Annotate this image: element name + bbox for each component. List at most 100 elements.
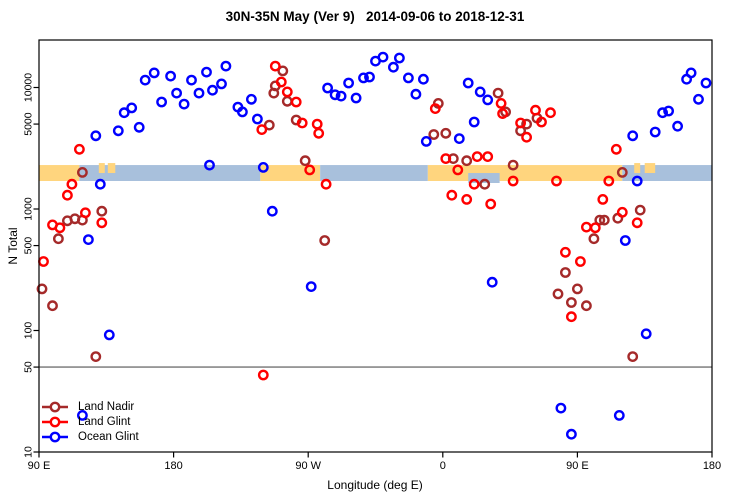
data-point-land-glint — [521, 131, 532, 143]
data-point-land-glint — [616, 206, 628, 218]
data-point-ocean-glint — [193, 87, 205, 99]
data-point-land-nadir — [96, 205, 108, 217]
data-point-land-glint — [515, 117, 526, 129]
data-point-land-nadir — [588, 233, 600, 245]
data-point-ocean-glint — [468, 116, 480, 128]
x-axis-tick-label: 90 W — [295, 460, 321, 472]
data-point-land-nadir — [634, 204, 646, 216]
data-point-land-nadir — [47, 300, 58, 312]
data-point-ocean-glint — [94, 178, 106, 190]
data-point-ocean-glint — [387, 61, 399, 73]
data-point-ocean-glint — [640, 328, 652, 340]
data-point-land-nadir — [581, 300, 592, 312]
data-point-ocean-glint — [417, 73, 429, 85]
legend-entry-land-nadir: Land Nadir — [40, 399, 139, 414]
data-point-ocean-glint — [171, 87, 183, 99]
data-point-land-nadir — [594, 214, 606, 226]
data-point-ocean-glint — [410, 88, 422, 100]
data-point-land-nadir — [263, 119, 275, 131]
legend-label-land-glint: Land Glint — [78, 415, 131, 428]
y-axis-tick-label: 50 — [23, 361, 35, 373]
data-point-ocean-glint — [420, 135, 432, 147]
data-point-land-glint — [54, 222, 66, 234]
data-point-land-glint — [296, 117, 308, 129]
data-point-land-glint — [290, 96, 302, 108]
band-land-segment — [39, 165, 80, 182]
data-point-land-glint — [66, 178, 78, 190]
data-point-land-nadir — [566, 297, 577, 308]
data-point-ocean-glint — [393, 52, 405, 64]
data-point-ocean-glint — [216, 78, 227, 90]
data-point-land-nadir — [319, 235, 331, 246]
chart-title: 30N-35N May (Ver 9) 2014-09-06 to 2018-1… — [225, 9, 525, 24]
data-point-ocean-glint — [207, 84, 218, 96]
data-point-ocean-glint — [486, 276, 498, 288]
data-point-land-glint — [603, 175, 615, 187]
data-point-land-glint — [610, 143, 622, 155]
data-point-land-glint — [566, 311, 577, 323]
data-point-ocean-glint — [251, 113, 263, 125]
data-point-ocean-glint — [201, 66, 212, 78]
data-point-ocean-glint — [236, 106, 248, 118]
data-point-ocean-glint — [148, 67, 160, 79]
legend-label-land-nadir: Land Nadir — [78, 400, 135, 413]
data-point-land-glint — [575, 256, 586, 267]
data-point-land-glint — [581, 221, 592, 233]
data-point-ocean-glint — [245, 93, 257, 105]
data-point-land-glint — [589, 222, 601, 234]
y-axis-label: N Total — [6, 227, 20, 265]
data-point-land-glint — [269, 60, 281, 72]
data-point-ocean-glint — [358, 72, 369, 84]
data-point-land-nadir — [277, 65, 289, 77]
data-point-land-glint — [74, 143, 85, 155]
data-point-land-nadir — [281, 95, 293, 107]
data-point-land-nadir — [62, 215, 73, 227]
land-nadir-marker-icon — [42, 401, 68, 412]
y-axis-tick-label: 500 — [23, 237, 35, 255]
data-point-ocean-glint — [402, 72, 414, 84]
x-axis-tick-label: 180 — [703, 460, 721, 472]
data-point-land-glint — [461, 193, 473, 205]
data-point-land-glint — [62, 189, 73, 201]
data-point-ocean-glint — [685, 67, 697, 79]
band-speckle-land — [107, 163, 116, 174]
data-point-land-glint — [545, 107, 556, 119]
data-point-ocean-glint — [649, 126, 661, 138]
data-point-ocean-glint — [474, 86, 486, 98]
data-point-ocean-glint — [555, 402, 567, 414]
data-point-ocean-glint — [619, 235, 631, 246]
data-point-ocean-glint — [77, 409, 88, 421]
ocean-glint-marker-icon — [42, 431, 68, 442]
data-point-ocean-glint — [350, 92, 362, 104]
data-point-land-glint — [96, 217, 108, 229]
data-point-land-glint — [440, 153, 452, 165]
data-point-ocean-glint — [156, 96, 168, 108]
legend-entry-land-glint: Land Glint — [40, 414, 139, 429]
band-speckle-land — [644, 163, 656, 174]
data-point-land-nadir — [572, 283, 583, 295]
data-point-land-nadir — [90, 351, 102, 362]
data-point-ocean-glint — [266, 205, 278, 217]
data-point-land-nadir — [598, 214, 610, 226]
data-point-land-nadir — [53, 233, 64, 245]
data-point-ocean-glint — [322, 82, 333, 94]
data-point-land-glint — [497, 108, 508, 120]
data-point-ocean-glint — [364, 71, 375, 83]
data-point-land-glint — [495, 98, 507, 109]
data-point-land-nadir — [492, 87, 504, 99]
land-glint-marker-icon — [42, 416, 68, 427]
data-point-ocean-glint — [377, 51, 389, 63]
data-point-land-glint — [38, 256, 49, 267]
data-point-land-glint — [507, 175, 519, 187]
data-point-land-nadir — [479, 178, 491, 190]
data-point-land-nadir — [560, 267, 571, 278]
data-point-land-glint — [313, 127, 325, 139]
data-point-ocean-glint — [693, 93, 704, 105]
data-point-ocean-glint — [112, 125, 124, 137]
data-point-land-glint — [536, 116, 547, 128]
data-point-land-nadir — [521, 118, 532, 130]
data-point-ocean-glint — [482, 94, 494, 106]
data-point-ocean-glint — [186, 74, 197, 86]
data-point-land-nadir — [77, 166, 88, 178]
data-point-land-glint — [80, 207, 91, 219]
